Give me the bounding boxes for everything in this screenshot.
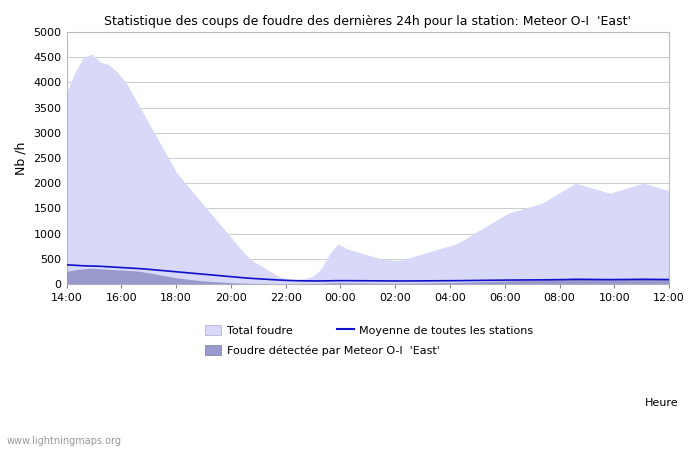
Y-axis label: Nb /h: Nb /h xyxy=(15,141,28,175)
Legend: Foudre détectée par Meteor O-I  'East': Foudre détectée par Meteor O-I 'East' xyxy=(204,345,440,356)
Text: www.lightningmaps.org: www.lightningmaps.org xyxy=(7,436,122,446)
Text: Heure: Heure xyxy=(645,398,679,408)
Title: Statistique des coups de foudre des dernières 24h pour la station: Meteor O-I  ': Statistique des coups de foudre des dern… xyxy=(104,15,631,28)
